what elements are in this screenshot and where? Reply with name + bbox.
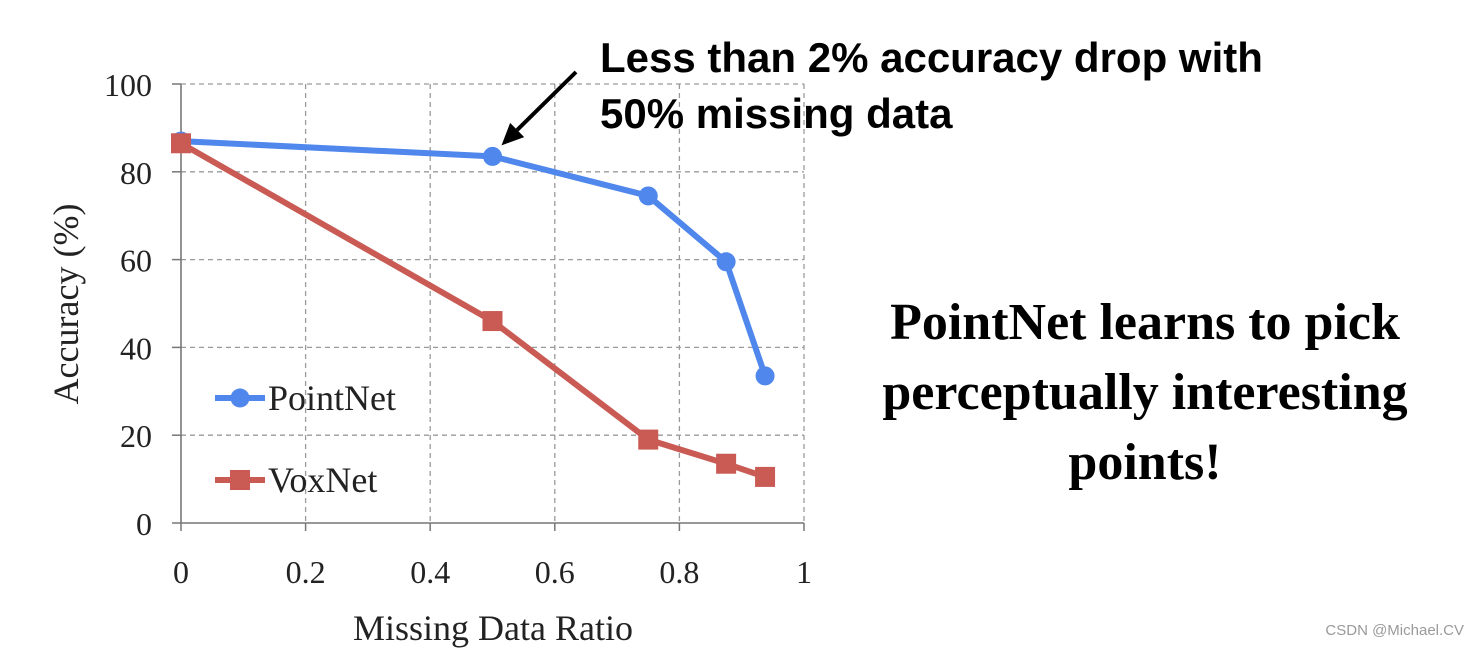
point-voxnet	[638, 429, 659, 450]
point-voxnet	[755, 466, 776, 487]
x-tick-label: 0.8	[659, 554, 699, 590]
x-tick-label: 0.6	[535, 554, 575, 590]
point-pointnet	[638, 186, 658, 206]
legend-marker-pointnet	[230, 388, 250, 408]
point-voxnet	[171, 133, 191, 154]
annotation-line: Less than 2% accuracy drop with	[600, 34, 1263, 81]
headline-line: perceptually interesting	[882, 364, 1408, 421]
legend-item-voxnet: VoxNet	[215, 460, 377, 500]
headline-line: PointNet learns to pick	[890, 294, 1400, 351]
legend-label-pointnet: PointNet	[268, 378, 396, 418]
series-line-pointnet	[180, 138, 768, 377]
series-voxnet	[171, 133, 776, 487]
y-tick-label: 80	[120, 155, 152, 191]
y-tick-label: 60	[120, 243, 152, 279]
annotation-arrow	[501, 70, 578, 146]
legend-marker-voxnet	[230, 470, 250, 490]
series-line-voxnet	[179, 140, 767, 480]
y-axis-label: Accuracy (%)	[46, 204, 86, 405]
x-tick-label: 1	[796, 554, 812, 590]
y-tick-label: 40	[120, 330, 152, 366]
point-pointnet	[755, 366, 775, 386]
axes	[172, 83, 805, 531]
headline-line: points!	[1068, 434, 1222, 491]
y-tick-labels: 0 20 40 60 80 100	[104, 67, 152, 542]
series-group	[171, 131, 776, 487]
annotation-line: 50% missing data	[600, 90, 953, 137]
x-tick-label: 0.2	[286, 554, 326, 590]
annotation-text: Less than 2% accuracy drop with 50% miss…	[600, 30, 1420, 142]
x-tick-label: 0	[173, 554, 189, 590]
arrow-shaft	[515, 70, 578, 132]
y-tick-label: 0	[136, 506, 152, 542]
y-tick-label: 20	[120, 418, 152, 454]
point-pointnet	[716, 252, 736, 272]
legend: PointNet VoxNet	[215, 378, 396, 500]
x-tick-labels: 0 0.2 0.4 0.6 0.8 1	[173, 554, 812, 590]
legend-item-pointnet: PointNet	[215, 378, 396, 418]
arrow-head	[501, 122, 525, 146]
x-tick-label: 0.4	[410, 554, 450, 590]
grid	[181, 83, 805, 523]
point-voxnet	[716, 453, 737, 474]
headline: PointNet learns to pick perceptually int…	[830, 288, 1460, 498]
watermark: CSDN @Michael.CV	[1325, 622, 1464, 639]
y-tick-label: 100	[104, 67, 152, 103]
legend-label-voxnet: VoxNet	[268, 460, 377, 500]
point-voxnet	[482, 311, 503, 332]
x-axis-label: Missing Data Ratio	[353, 608, 633, 648]
point-pointnet	[483, 146, 502, 166]
line-chart: 0 20 40 60 80 100 0 0.2 0.4 0.6 0.8 1 PointNet VoxN…	[46, 67, 812, 648]
